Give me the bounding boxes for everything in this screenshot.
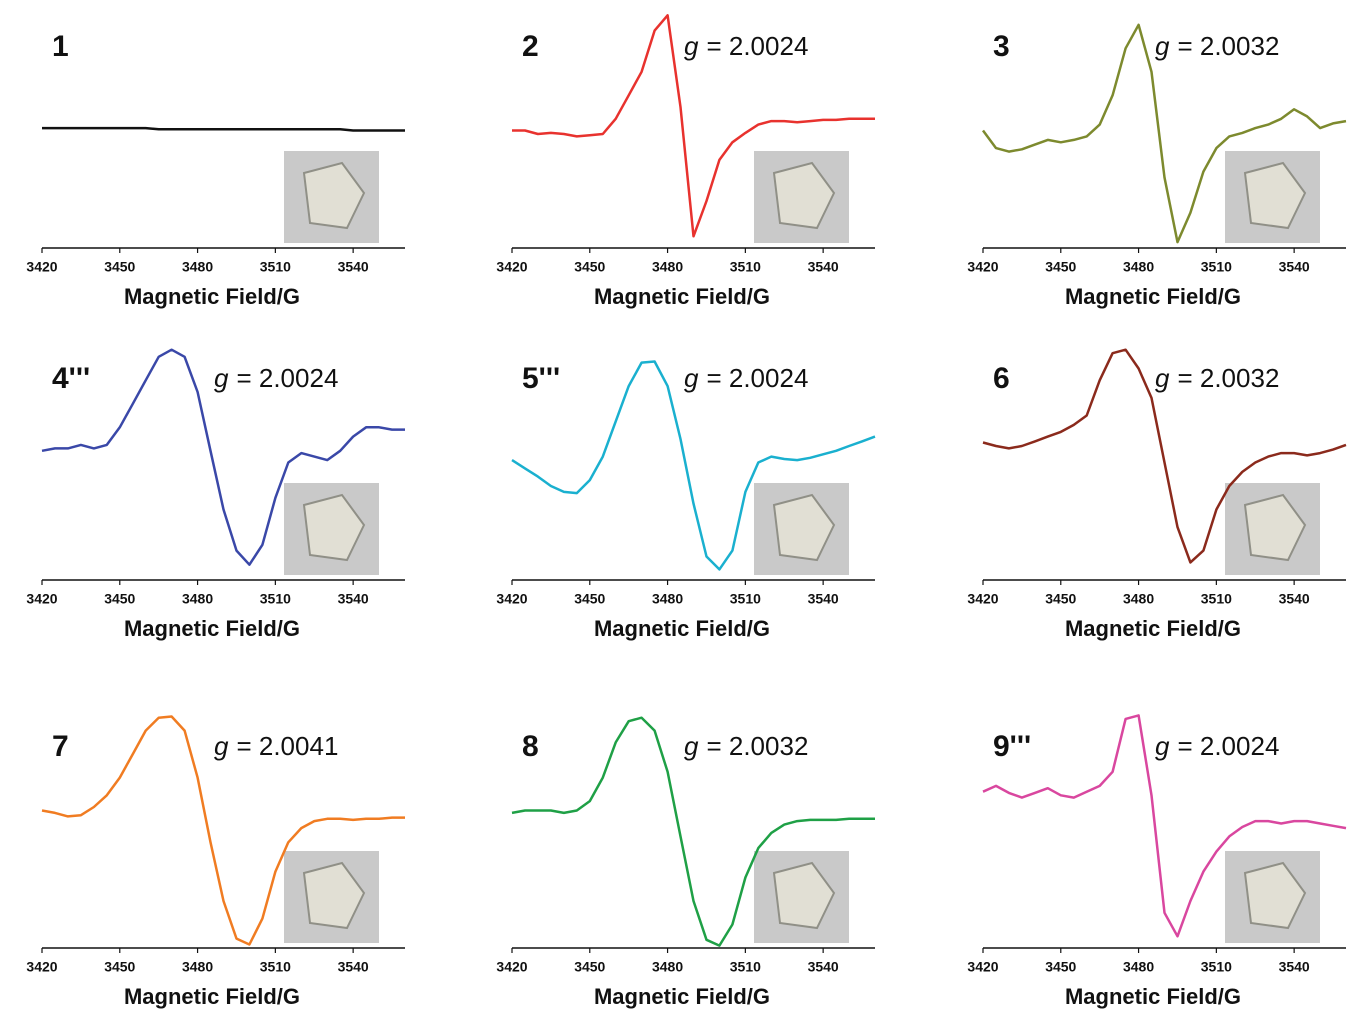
g-symbol: g bbox=[684, 31, 699, 61]
x-tick-label: 3480 bbox=[1123, 591, 1154, 607]
x-tick-label: 3450 bbox=[574, 591, 605, 607]
g-value: g= 2.0024 bbox=[214, 363, 338, 393]
g-value: g= 2.0024 bbox=[1155, 731, 1279, 761]
x-tick-label: 3450 bbox=[104, 591, 135, 607]
x-tick-label: 3510 bbox=[730, 959, 761, 975]
spectrum-line bbox=[42, 128, 405, 130]
x-tick-label: 3480 bbox=[182, 259, 213, 275]
x-tick-label: 3450 bbox=[1045, 959, 1076, 975]
x-tick-label: 3450 bbox=[1045, 259, 1076, 275]
x-tick-label: 3510 bbox=[730, 591, 761, 607]
figure: 134203450348035103540Magnetic Field/G2g=… bbox=[0, 0, 1347, 1013]
g-symbol: g bbox=[214, 363, 229, 393]
x-tick-label: 3420 bbox=[967, 591, 998, 607]
g-value: g= 2.0032 bbox=[1155, 363, 1279, 393]
g-symbol: g bbox=[684, 363, 699, 393]
g-symbol: g bbox=[1155, 731, 1170, 761]
x-tick-label: 3450 bbox=[104, 259, 135, 275]
x-tick-label: 3420 bbox=[26, 959, 57, 975]
panel-label: 6 bbox=[993, 362, 1010, 395]
x-axis-label: Magnetic Field/G bbox=[1065, 284, 1241, 309]
panel-label: 1 bbox=[52, 30, 69, 63]
x-tick-label: 3420 bbox=[967, 259, 998, 275]
x-tick-label: 3540 bbox=[338, 959, 369, 975]
x-tick-label: 3510 bbox=[1201, 259, 1232, 275]
x-tick-label: 3510 bbox=[260, 959, 291, 975]
x-axis-label: Magnetic Field/G bbox=[124, 984, 300, 1009]
panel-label: 7 bbox=[52, 730, 69, 763]
x-tick-label: 3480 bbox=[1123, 259, 1154, 275]
g-value: g= 2.0024 bbox=[684, 363, 808, 393]
x-tick-label: 3450 bbox=[104, 959, 135, 975]
g-number: = 2.0041 bbox=[236, 731, 338, 761]
x-tick-label: 3480 bbox=[182, 959, 213, 975]
x-axis-label: Magnetic Field/G bbox=[1065, 616, 1241, 641]
x-tick-label: 3480 bbox=[652, 959, 683, 975]
g-number: = 2.0024 bbox=[706, 31, 808, 61]
x-axis-label: Magnetic Field/G bbox=[124, 616, 300, 641]
x-tick-label: 3510 bbox=[730, 259, 761, 275]
panel-label: 5''' bbox=[522, 362, 560, 395]
g-symbol: g bbox=[1155, 31, 1170, 61]
g-number: = 2.0024 bbox=[236, 363, 338, 393]
x-axis-label: Magnetic Field/G bbox=[124, 284, 300, 309]
x-tick-label: 3480 bbox=[652, 591, 683, 607]
x-tick-label: 3480 bbox=[1123, 959, 1154, 975]
g-number: = 2.0032 bbox=[1177, 363, 1279, 393]
g-value: g= 2.0032 bbox=[684, 731, 808, 761]
x-tick-label: 3420 bbox=[967, 959, 998, 975]
x-tick-label: 3540 bbox=[1279, 591, 1310, 607]
x-axis-label: Magnetic Field/G bbox=[594, 284, 770, 309]
panel-label: 2 bbox=[522, 30, 539, 63]
g-number: = 2.0032 bbox=[706, 731, 808, 761]
g-symbol: g bbox=[1155, 363, 1170, 393]
x-axis-label: Magnetic Field/G bbox=[1065, 984, 1241, 1009]
x-tick-label: 3480 bbox=[182, 591, 213, 607]
g-symbol: g bbox=[684, 731, 699, 761]
x-axis-label: Magnetic Field/G bbox=[594, 616, 770, 641]
x-tick-label: 3420 bbox=[496, 259, 527, 275]
x-tick-label: 3540 bbox=[808, 959, 839, 975]
g-symbol: g bbox=[214, 731, 229, 761]
panel-label: 3 bbox=[993, 30, 1010, 63]
panel-label: 9''' bbox=[993, 730, 1031, 763]
x-axis-label: Magnetic Field/G bbox=[594, 984, 770, 1009]
g-number: = 2.0024 bbox=[1177, 731, 1279, 761]
x-tick-label: 3420 bbox=[496, 959, 527, 975]
x-tick-label: 3510 bbox=[260, 591, 291, 607]
x-tick-label: 3540 bbox=[808, 259, 839, 275]
g-value: g= 2.0041 bbox=[214, 731, 338, 761]
x-tick-label: 3420 bbox=[26, 259, 57, 275]
x-tick-label: 3510 bbox=[1201, 591, 1232, 607]
x-tick-label: 3420 bbox=[26, 591, 57, 607]
g-value: g= 2.0024 bbox=[684, 31, 808, 61]
x-tick-label: 3510 bbox=[1201, 959, 1232, 975]
x-tick-label: 3450 bbox=[1045, 591, 1076, 607]
g-value: g= 2.0032 bbox=[1155, 31, 1279, 61]
x-tick-label: 3420 bbox=[496, 591, 527, 607]
panel-label: 8 bbox=[522, 730, 539, 763]
x-tick-label: 3540 bbox=[338, 259, 369, 275]
x-tick-label: 3480 bbox=[652, 259, 683, 275]
x-tick-label: 3540 bbox=[338, 591, 369, 607]
panel-label: 4''' bbox=[52, 362, 90, 395]
x-tick-label: 3540 bbox=[1279, 959, 1310, 975]
x-tick-label: 3450 bbox=[574, 259, 605, 275]
x-tick-label: 3540 bbox=[808, 591, 839, 607]
x-tick-label: 3540 bbox=[1279, 259, 1310, 275]
g-number: = 2.0024 bbox=[706, 363, 808, 393]
x-tick-label: 3450 bbox=[574, 959, 605, 975]
x-tick-label: 3510 bbox=[260, 259, 291, 275]
g-number: = 2.0032 bbox=[1177, 31, 1279, 61]
